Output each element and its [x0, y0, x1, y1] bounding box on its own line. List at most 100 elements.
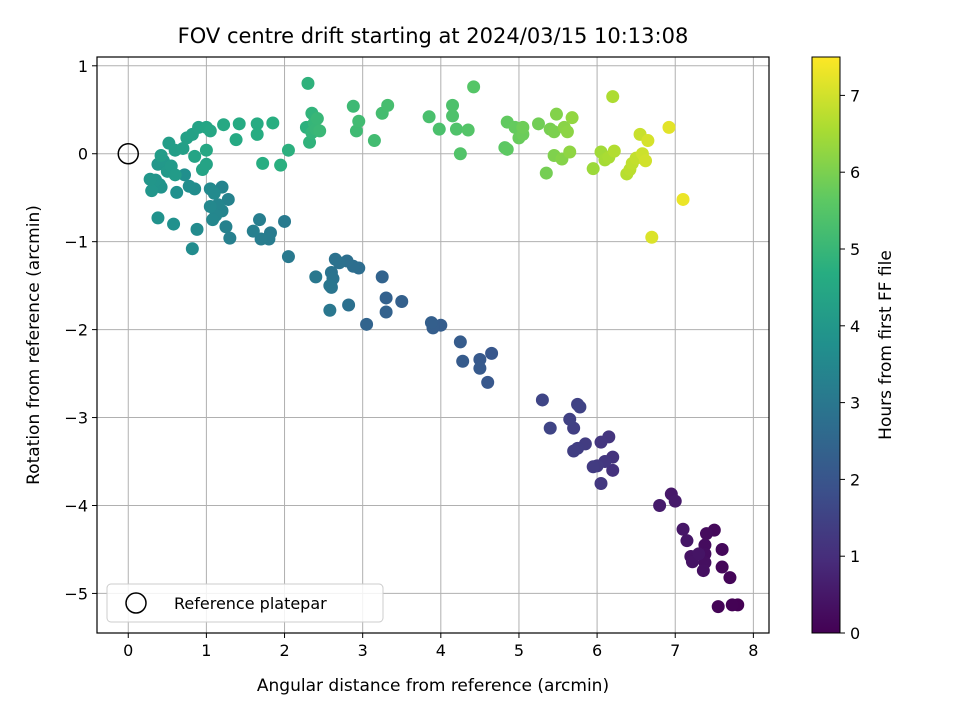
data-point: [711, 600, 725, 614]
data-point: [563, 145, 577, 159]
y-axis-ticks: −5 −4 −3 −2 −1 0 1: [64, 57, 97, 603]
data-point: [253, 213, 267, 227]
data-point: [250, 127, 264, 141]
y-tick-label: 1: [78, 57, 88, 76]
colorbar-tick-label: 0: [850, 624, 860, 643]
y-tick-label: −2: [64, 321, 88, 340]
data-point: [203, 199, 217, 213]
data-point: [379, 291, 393, 305]
data-point: [176, 141, 190, 155]
colorbar-tick-label: 4: [850, 317, 860, 336]
data-point: [639, 154, 653, 168]
data-point: [199, 157, 213, 171]
data-point: [206, 213, 220, 227]
data-point: [207, 186, 221, 200]
data-point: [723, 571, 737, 585]
data-point: [229, 133, 243, 147]
reference-platepar-marker: [117, 142, 140, 165]
y-tick-label: −1: [64, 233, 88, 252]
data-point: [565, 111, 579, 125]
data-point: [531, 117, 545, 131]
data-point: [543, 421, 557, 435]
data-point: [223, 231, 237, 245]
data-point: [221, 192, 235, 206]
data-point: [453, 335, 467, 349]
y-tick-label: −5: [64, 584, 88, 603]
colorbar-tick-label: 7: [850, 86, 860, 105]
data-point: [328, 252, 342, 266]
data-point: [360, 317, 374, 331]
colorbar-tick-label: 1: [850, 547, 860, 566]
data-point: [641, 134, 655, 148]
data-point: [680, 534, 694, 548]
data-point: [219, 220, 233, 234]
x-tick-label: 4: [436, 641, 446, 660]
data-point: [715, 542, 729, 556]
data-point: [190, 222, 204, 236]
data-point: [467, 80, 481, 94]
data-point: [699, 527, 713, 541]
data-point: [254, 232, 268, 246]
data-point: [281, 143, 295, 157]
data-point: [500, 142, 514, 156]
data-point: [653, 498, 667, 512]
legend-marker-icon: [125, 592, 147, 614]
colorbar-label: Hours from first FF file: [876, 250, 896, 440]
data-point: [151, 211, 165, 225]
data-point: [607, 144, 621, 158]
data-point: [143, 172, 157, 186]
x-tick-label: 3: [358, 641, 368, 660]
data-point: [715, 560, 729, 574]
data-point: [168, 168, 182, 182]
data-point: [154, 148, 168, 162]
legend-box: [106, 583, 384, 623]
data-point: [676, 192, 690, 206]
data-point: [232, 117, 246, 131]
x-tick-label: 6: [592, 641, 602, 660]
data-point: [381, 98, 395, 112]
data-point: [563, 412, 577, 426]
data-point: [668, 494, 682, 508]
legend-entry-label: Reference platepar: [174, 594, 327, 613]
data-point: [473, 361, 487, 375]
data-point: [167, 217, 181, 231]
data-point: [323, 279, 337, 293]
data-point: [346, 99, 360, 113]
data-point: [367, 134, 381, 148]
data-point: [178, 168, 192, 182]
data-point: [594, 435, 608, 449]
y-tick-label: 0: [78, 145, 88, 164]
data-point: [278, 214, 292, 228]
plot-frame: [96, 56, 770, 634]
legend: Reference platepar: [106, 583, 384, 623]
data-point: [446, 109, 460, 123]
data-point: [662, 120, 676, 134]
data-point: [182, 179, 196, 193]
data-point: [379, 305, 393, 319]
y-axis-label: Rotation from reference (arcmin): [24, 205, 44, 485]
y-tick-label: −4: [64, 496, 88, 515]
colorbar-ticks: 0 1 2 3 4 5 6 7: [840, 86, 860, 643]
data-point: [676, 522, 690, 536]
data-point: [199, 143, 213, 157]
data-point: [422, 110, 436, 124]
data-point: [342, 298, 356, 312]
data-point: [725, 598, 739, 612]
data-point: [567, 444, 581, 458]
data-point: [266, 116, 280, 130]
data-point: [645, 230, 659, 244]
data-point: [696, 564, 710, 578]
data-point: [456, 354, 470, 368]
data-point: [594, 477, 608, 491]
data-point: [481, 375, 495, 389]
data-point: [606, 90, 620, 104]
data-point: [274, 158, 288, 172]
chart-title: FOV centre drift starting at 2024/03/15 …: [178, 24, 689, 48]
x-tick-label: 5: [514, 641, 524, 660]
colorbar-tick-label: 2: [850, 470, 860, 489]
data-point: [323, 303, 337, 317]
data-point: [539, 166, 553, 180]
data-point: [281, 250, 295, 264]
data-point: [573, 400, 587, 414]
